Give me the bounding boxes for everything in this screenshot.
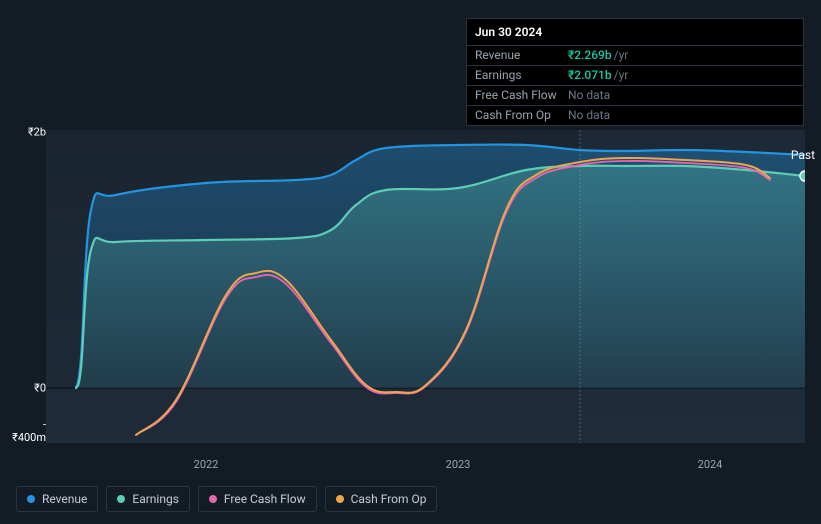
tooltip-value: ₹2.071b: [568, 68, 612, 82]
legend-item-free-cash-flow[interactable]: Free Cash Flow: [198, 486, 317, 512]
y-axis-label: ₹2b: [28, 126, 46, 139]
legend-label: Revenue: [42, 492, 87, 506]
tooltip-unit: /yr: [614, 68, 629, 82]
tooltip-nodata: No data: [568, 88, 610, 102]
x-axis-label: 2022: [194, 458, 219, 471]
x-axis-label: 2024: [698, 458, 723, 471]
y-axis-label: ₹0: [34, 382, 46, 395]
legend: Revenue Earnings Free Cash Flow Cash Fro…: [16, 486, 437, 512]
legend-label: Earnings: [132, 492, 179, 506]
legend-dot: [117, 495, 125, 503]
tooltip-label: Free Cash Flow: [475, 88, 568, 102]
tooltip-row-revenue: Revenue ₹2.269b /yr: [467, 45, 803, 65]
legend-item-revenue[interactable]: Revenue: [16, 486, 98, 512]
legend-item-cash-from-op[interactable]: Cash From Op: [325, 486, 438, 512]
legend-dot: [209, 495, 217, 503]
legend-dot: [336, 495, 344, 503]
legend-label: Cash From Op: [351, 492, 427, 506]
legend-item-earnings[interactable]: Earnings: [106, 486, 190, 512]
y-axis-label: -₹400m: [12, 418, 46, 444]
chart-area[interactable]: ₹2b₹0-₹400m 202220232024 Past: [16, 130, 805, 443]
tooltip-label: Revenue: [475, 48, 568, 62]
tooltip-nodata: No data: [568, 108, 610, 122]
tooltip-row-cfo: Cash From Op No data: [467, 105, 803, 125]
past-badge: Past: [791, 148, 815, 162]
chart-svg: [46, 130, 805, 443]
tooltip-label: Cash From Op: [475, 108, 568, 122]
tooltip-value: ₹2.269b: [568, 48, 612, 62]
tooltip-row-fcf: Free Cash Flow No data: [467, 85, 803, 105]
tooltip-row-earnings: Earnings ₹2.071b /yr: [467, 65, 803, 85]
tooltip-label: Earnings: [475, 68, 568, 82]
tooltip-unit: /yr: [614, 48, 629, 62]
chart-tooltip: Jun 30 2024 Revenue ₹2.269b /yr Earnings…: [466, 18, 804, 126]
x-axis-label: 2023: [446, 458, 471, 471]
tooltip-date: Jun 30 2024: [467, 19, 803, 45]
legend-label: Free Cash Flow: [224, 492, 306, 506]
legend-dot: [27, 495, 35, 503]
